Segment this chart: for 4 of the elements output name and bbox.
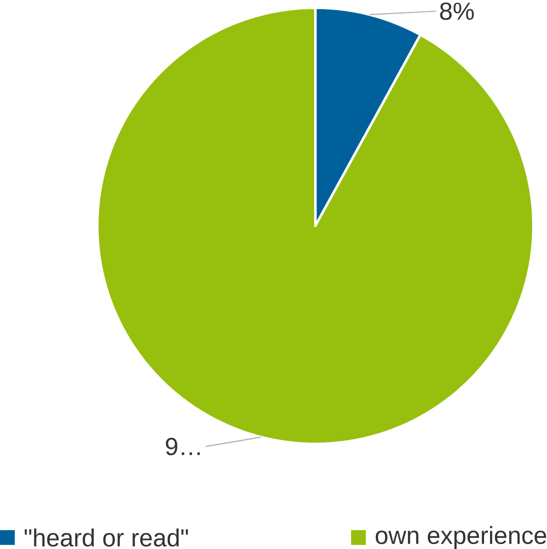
legend-label: own experience: [376, 526, 546, 549]
data-label: 8%: [440, 2, 474, 20]
legend-label: "heard or read": [24, 528, 188, 547]
data-label: 9…: [166, 438, 200, 456]
